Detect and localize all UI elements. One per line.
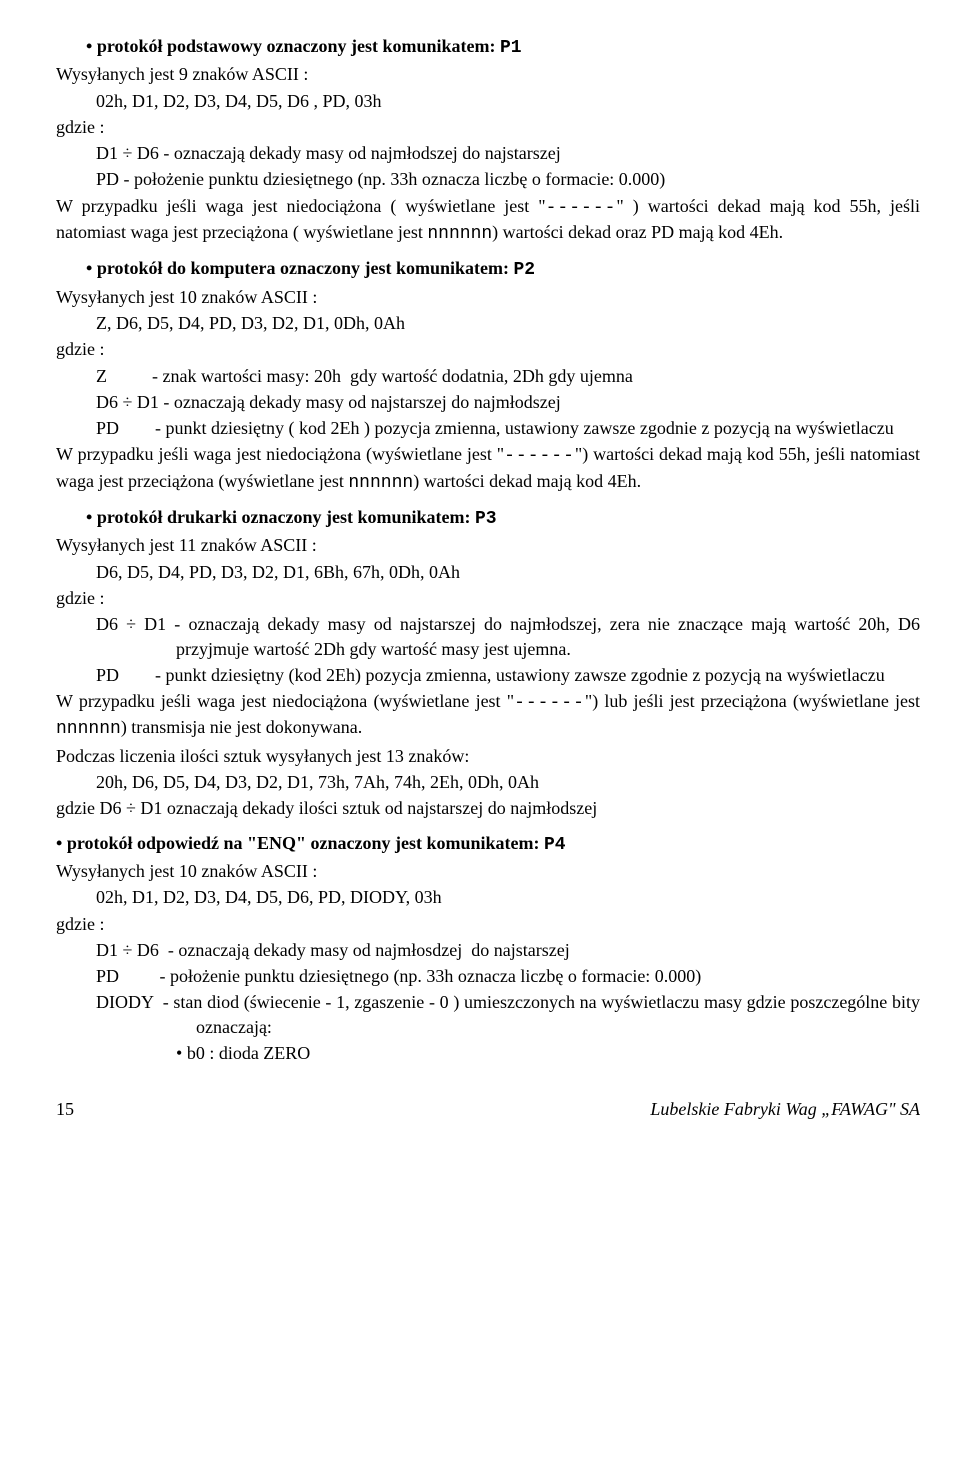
p4-title-text: protokół odpowiedź na "ENQ" oznaczony je… bbox=[67, 833, 544, 853]
p3-para-a: W przypadku jeśli waga jest niedociążona… bbox=[56, 691, 514, 711]
footer-company: Lubelskie Fabryki Wag „FAWAG" SA bbox=[650, 1097, 920, 1121]
p3-para: W przypadku jeśli waga jest niedociążona… bbox=[56, 689, 920, 742]
p4-pd: PD - położenie punktu dziesiętnego (np. … bbox=[56, 964, 920, 988]
p1-gdzie: gdzie : bbox=[56, 115, 920, 139]
p3-count2: 20h, D6, D5, D4, D3, D2, D1, 73h, 7Ah, 7… bbox=[56, 770, 920, 794]
p2-title: protokół do komputera oznaczony jest kom… bbox=[56, 256, 920, 282]
p1-code: P1 bbox=[500, 38, 522, 58]
p2-para-c: ) wartości dekad mają kod 4Eh. bbox=[413, 471, 641, 491]
p4-gdzie: gdzie : bbox=[56, 912, 920, 936]
p3-nnn: nnnnnn bbox=[56, 719, 121, 739]
p4-title: protokół odpowiedź na "ENQ" oznaczony je… bbox=[56, 831, 920, 857]
p4-diody: DIODY - stan diod (świecenie - 1, zgasze… bbox=[56, 990, 920, 1039]
p1-l2: 02h, D1, D2, D3, D4, D5, D6 , PD, 03h bbox=[56, 89, 920, 113]
p1-title-text: protokół podstawowy oznaczony jest komun… bbox=[97, 36, 500, 56]
p1-d1d6: D1 ÷ D6 - oznaczają dekady masy od najmł… bbox=[56, 141, 920, 165]
p2-z: Z - znak wartości masy: 20h gdy wartość … bbox=[56, 364, 920, 388]
p1-para-c: ) wartości dekad oraz PD mają kod 4Eh. bbox=[492, 222, 783, 242]
p3-count3: gdzie D6 ÷ D1 oznaczają dekady ilości sz… bbox=[56, 796, 920, 820]
p2-l1: Wysyłanych jest 10 znaków ASCII : bbox=[56, 285, 920, 309]
p3-para-c: ) transmisja nie jest dokonywana. bbox=[121, 717, 362, 737]
p2-dash: ------ bbox=[504, 446, 575, 466]
p4-b0-text: b0 : dioda ZERO bbox=[187, 1043, 311, 1063]
p4-l1: Wysyłanych jest 10 znaków ASCII : bbox=[56, 859, 920, 883]
p2-gdzie: gdzie : bbox=[56, 337, 920, 361]
page-footer: 15 Lubelskie Fabryki Wag „FAWAG" SA bbox=[56, 1097, 920, 1121]
p3-pd: PD - punkt dziesiętny (kod 2Eh) pozycja … bbox=[56, 663, 920, 687]
p1-para: W przypadku jeśli waga jest niedociążona… bbox=[56, 194, 920, 247]
p3-gdzie: gdzie : bbox=[56, 586, 920, 610]
p3-title-text: protokół drukarki oznaczony jest komunik… bbox=[97, 507, 475, 527]
p2-para-a: W przypadku jeśli waga jest niedociążona… bbox=[56, 444, 504, 464]
p2-l2: Z, D6, D5, D4, PD, D3, D2, D1, 0Dh, 0Ah bbox=[56, 311, 920, 335]
p3-dash: ------ bbox=[514, 693, 585, 713]
p3-d6d1: D6 ÷ D1 - oznaczają dekady masy od najst… bbox=[56, 612, 920, 661]
p4-b0: b0 : dioda ZERO bbox=[56, 1041, 920, 1065]
p4-l2: 02h, D1, D2, D3, D4, D5, D6, PD, DIODY, … bbox=[56, 885, 920, 909]
p2-code: P2 bbox=[513, 260, 535, 280]
p3-code: P3 bbox=[475, 509, 497, 529]
p2-d6d1: D6 ÷ D1 - oznaczają dekady masy od najst… bbox=[56, 390, 920, 414]
p1-nnn: nnnnnn bbox=[427, 224, 492, 244]
p1-l1: Wysyłanych jest 9 znaków ASCII : bbox=[56, 62, 920, 86]
page-number: 15 bbox=[56, 1097, 74, 1121]
p4-d1d6: D1 ÷ D6 - oznaczają dekady masy od najmł… bbox=[56, 938, 920, 962]
p4-code: P4 bbox=[544, 835, 566, 855]
p3-l2: D6, D5, D4, PD, D3, D2, D1, 6Bh, 67h, 0D… bbox=[56, 560, 920, 584]
p1-para-a: W przypadku jeśli waga jest niedociążona… bbox=[56, 196, 546, 216]
p3-para-b: ") lub jeśli jest przeciążona (wyświetla… bbox=[585, 691, 920, 711]
p1-pd: PD - położenie punktu dziesiętnego (np. … bbox=[56, 167, 920, 191]
p1-title: protokół podstawowy oznaczony jest komun… bbox=[56, 34, 920, 60]
p3-count1: Podczas liczenia ilości sztuk wysyłanych… bbox=[56, 744, 920, 768]
p2-para: W przypadku jeśli waga jest niedociążona… bbox=[56, 442, 920, 495]
p1-dash: ------ bbox=[546, 198, 617, 218]
p2-title-text: protokół do komputera oznaczony jest kom… bbox=[97, 258, 514, 278]
p2-nnn: nnnnnn bbox=[348, 473, 413, 493]
p2-pd: PD - punkt dziesiętny ( kod 2Eh ) pozycj… bbox=[56, 416, 920, 440]
p3-title: protokół drukarki oznaczony jest komunik… bbox=[56, 505, 920, 531]
p3-l1: Wysyłanych jest 11 znaków ASCII : bbox=[56, 533, 920, 557]
